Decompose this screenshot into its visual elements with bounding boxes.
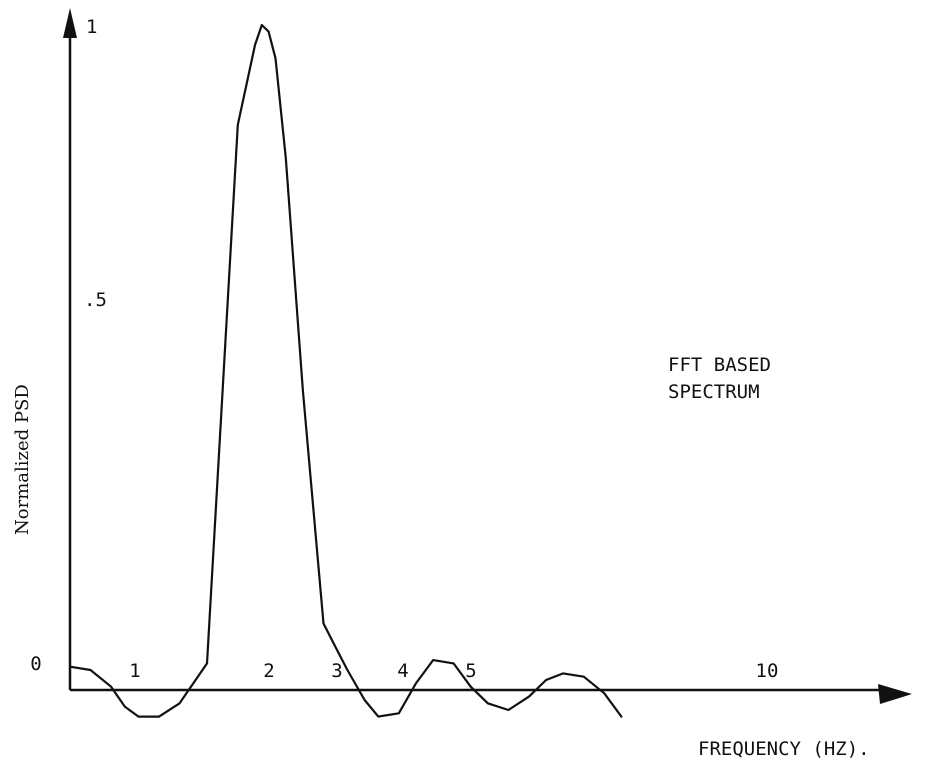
annotation-line-2: SPECTRUM	[668, 381, 760, 403]
x-tick-label-1: 1	[129, 660, 140, 682]
x-tick-label-4: 4	[397, 660, 408, 682]
x-axis-label: FREQUENCY (HZ).	[698, 738, 870, 760]
y-tick-label-1: 1	[86, 16, 97, 38]
x-tick-label-5: 5	[465, 660, 476, 682]
x-tick-label-2: 2	[263, 660, 274, 682]
y-tick-labels: 0.51	[30, 16, 107, 675]
series-line-spectrum	[68, 23, 623, 718]
y-tick-label-0-5: .5	[84, 289, 107, 311]
x-tick-label-3: 3	[331, 660, 342, 682]
annotation-line-1: FFT BASED	[668, 354, 771, 376]
y-tick-label-0: 0	[30, 653, 41, 675]
y-axis-label: Normalized PSD	[12, 384, 33, 535]
x-tick-label-10: 10	[756, 660, 779, 682]
x-axis-arrowhead	[878, 684, 912, 704]
y-axis-arrowhead	[63, 8, 77, 38]
x-tick-labels: 1 2 3 4 5 10	[129, 660, 778, 682]
axes	[63, 8, 912, 704]
